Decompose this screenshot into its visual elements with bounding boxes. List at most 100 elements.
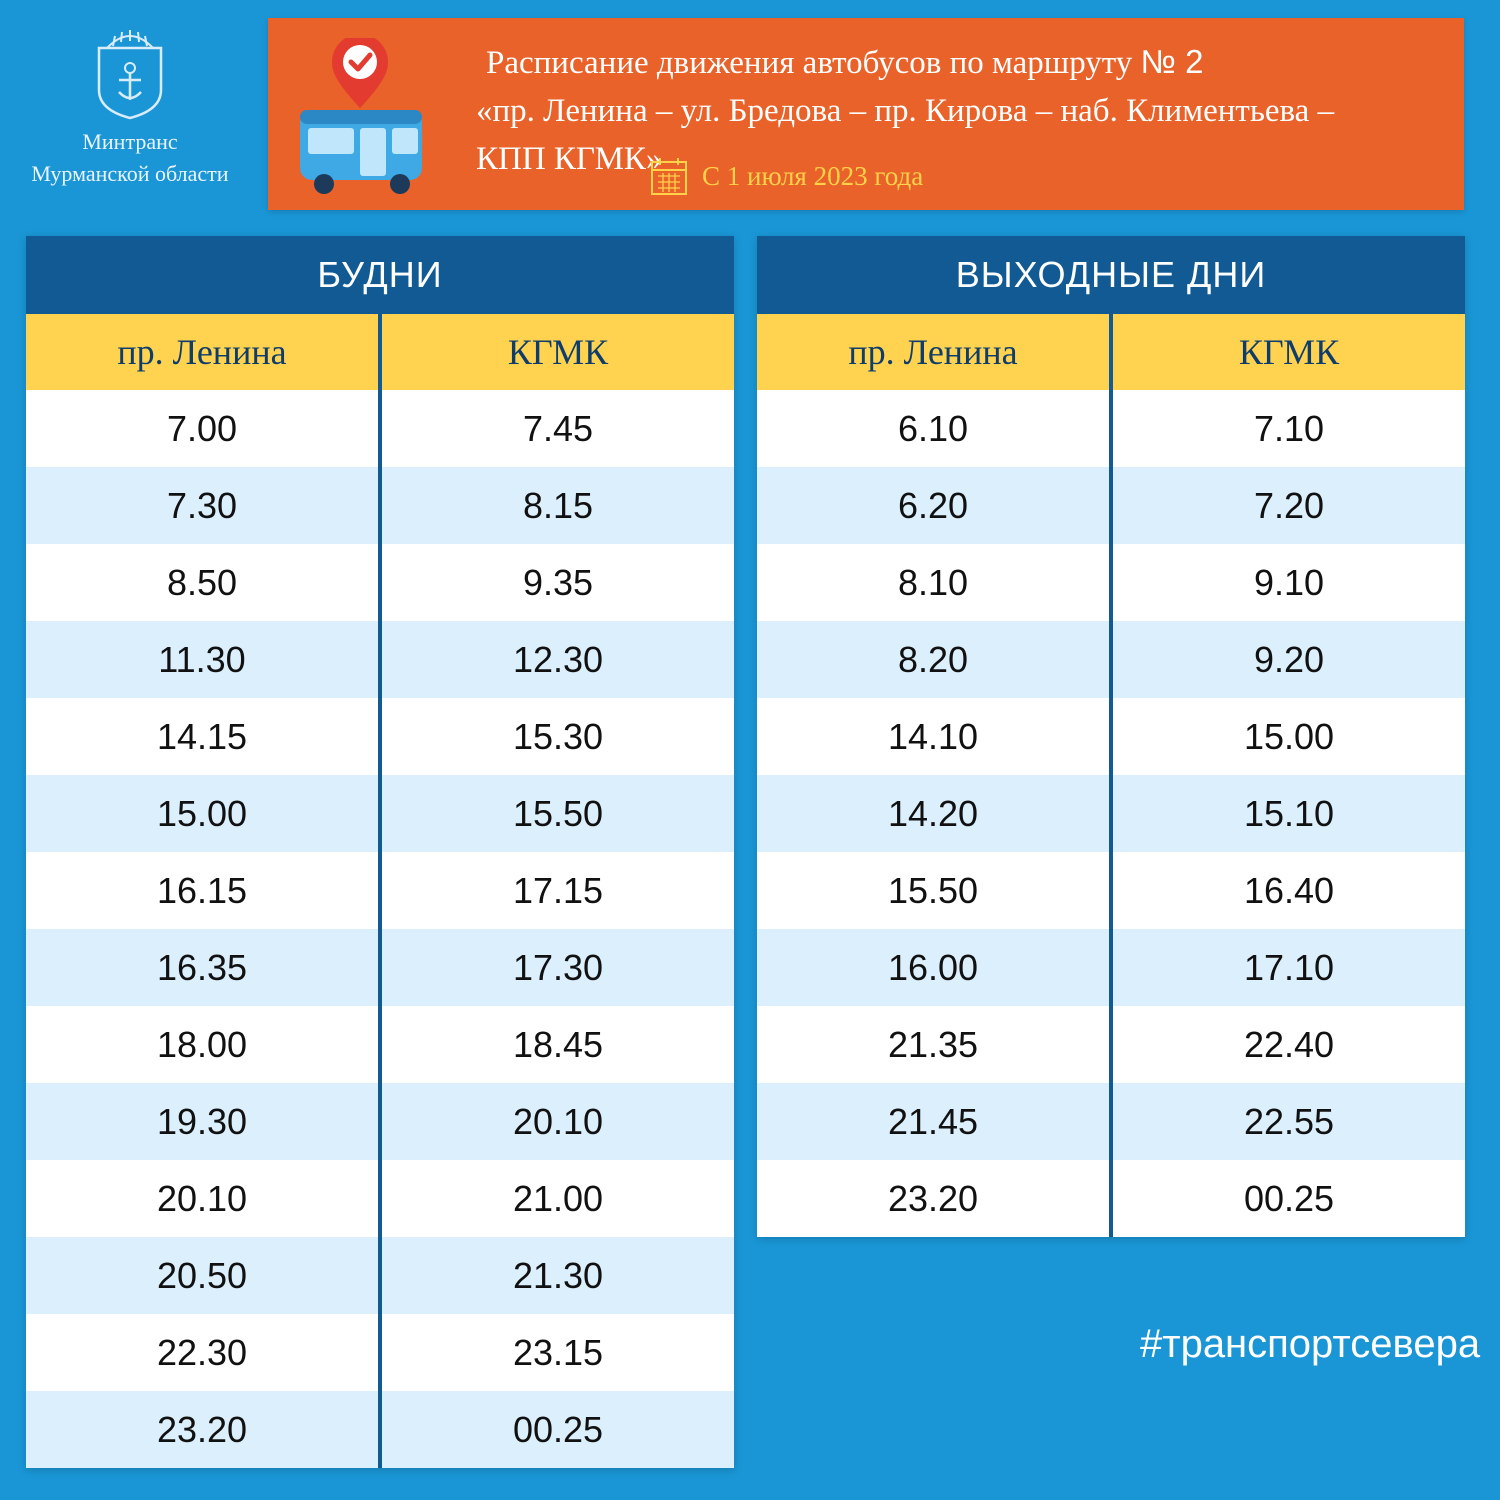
weekend-schedule-table: ВЫХОДНЫЕ ДНИ пр. Ленина КГМК 6.10 7.10 6.2… <box>757 236 1465 1237</box>
crest-icon <box>97 30 163 120</box>
table-row: 8.10 9.10 <box>757 544 1465 621</box>
weekend-title: ВЫХОДНЫЕ ДНИ <box>757 236 1465 314</box>
table-row: 18.00 18.45 <box>26 1006 734 1083</box>
departure-kgmk-cell: 16.40 <box>1109 852 1465 929</box>
departure-lenina-cell: 8.50 <box>166 562 238 603</box>
weekend-rows: 6.10 7.10 6.20 7.20 8.10 9.10 8.20 9.20 14.10 15.… <box>757 390 1465 1237</box>
departure-lenina-cell: 20.10 <box>156 1178 248 1219</box>
departure-lenina-cell: 7.30 <box>166 485 238 526</box>
departure-lenina-cell: 14.10 <box>887 716 979 757</box>
table-row: 23.20 00.25 <box>757 1160 1465 1237</box>
table-row: 7.30 8.15 <box>26 467 734 544</box>
column-header-kgmk: КГМК <box>1109 314 1465 390</box>
calendar-icon <box>651 158 687 195</box>
departure-lenina-cell: 6.10 <box>897 408 969 449</box>
departure-kgmk-cell: 12.30 <box>378 621 734 698</box>
table-row: 16.15 17.15 <box>26 852 734 929</box>
table-row: 15.00 15.50 <box>26 775 734 852</box>
departure-lenina-cell: 23.20 <box>156 1409 248 1450</box>
table-row: 14.15 15.30 <box>26 698 734 775</box>
weekday-column-headers: пр. Ленина КГМК <box>26 314 734 390</box>
departure-kgmk-cell: 23.15 <box>378 1314 734 1391</box>
table-row: 21.45 22.55 <box>757 1083 1465 1160</box>
departure-lenina-cell: 15.50 <box>887 870 979 911</box>
departure-lenina-cell: 11.30 <box>158 639 246 680</box>
departure-lenina-cell: 23.20 <box>887 1178 979 1219</box>
hashtag: #транспортсевера <box>1140 1322 1481 1366</box>
departure-lenina-cell: 22.30 <box>156 1332 248 1373</box>
table-row: 16.35 17.30 <box>26 929 734 1006</box>
departure-kgmk-cell: 8.15 <box>378 467 734 544</box>
title-line-1: Расписание движения автобусов по маршрут… <box>476 38 1436 87</box>
departure-lenina-cell: 6.20 <box>897 485 969 526</box>
departure-kgmk-cell: 15.10 <box>1109 775 1465 852</box>
title-line-2: «пр. Ленина – ул. Бредова – пр. Кирова –… <box>476 93 1335 129</box>
table-row: 22.30 23.15 <box>26 1314 734 1391</box>
departure-kgmk-cell: 21.00 <box>378 1160 734 1237</box>
table-row: 6.10 7.10 <box>757 390 1465 467</box>
table-row: 11.30 12.30 <box>26 621 734 698</box>
departure-lenina-cell: 14.15 <box>156 716 248 757</box>
departure-kgmk-cell: 17.15 <box>378 852 734 929</box>
departure-lenina-cell: 15.00 <box>156 793 248 834</box>
departure-kgmk-cell: 7.45 <box>378 390 734 467</box>
departure-lenina-cell: 16.00 <box>887 947 979 988</box>
column-header-kgmk: КГМК <box>378 314 734 390</box>
departure-kgmk-cell: 21.30 <box>378 1237 734 1314</box>
departure-kgmk-cell: 15.50 <box>378 775 734 852</box>
departure-kgmk-cell: 15.30 <box>378 698 734 775</box>
table-row: 14.10 15.00 <box>757 698 1465 775</box>
table-row: 21.35 22.40 <box>757 1006 1465 1083</box>
table-row: 20.50 21.30 <box>26 1237 734 1314</box>
departure-lenina-cell: 7.00 <box>166 408 238 449</box>
weekday-schedule-table: БУДНИ пр. Ленина КГМК 7.00 7.45 7.30 8.15 8.… <box>26 236 734 1468</box>
weekend-column-headers: пр. Ленина КГМК <box>757 314 1465 390</box>
departure-kgmk-cell: 20.10 <box>378 1083 734 1160</box>
departure-lenina-cell: 21.35 <box>887 1024 979 1065</box>
table-row: 19.30 20.10 <box>26 1083 734 1160</box>
title-text: Расписание движения автобусов по маршрут… <box>486 45 1133 81</box>
logo-text-line1: Минтранс <box>82 129 178 154</box>
ministry-logo: Минтранс Мурманской области <box>30 28 230 190</box>
weekday-rows: 7.00 7.45 7.30 8.15 8.50 9.35 11.30 12.30 14.15 1… <box>26 390 734 1468</box>
departure-kgmk-cell: 7.10 <box>1109 390 1465 467</box>
table-row: 20.10 21.00 <box>26 1160 734 1237</box>
table-row: 7.00 7.45 <box>26 390 734 467</box>
table-row: 6.20 7.20 <box>757 467 1465 544</box>
departure-kgmk-cell: 9.35 <box>378 544 734 621</box>
departure-lenina-cell: 8.10 <box>897 562 969 603</box>
departure-lenina-cell: 14.20 <box>887 793 979 834</box>
departure-lenina-cell: 16.35 <box>156 947 248 988</box>
route-number: № 2 <box>1140 43 1204 80</box>
departure-lenina-cell: 20.50 <box>156 1255 248 1296</box>
departure-lenina-cell: 19.30 <box>156 1101 248 1142</box>
title-line-3: КПП КГМК» <box>476 141 663 177</box>
departure-lenina-cell: 16.15 <box>156 870 248 911</box>
departure-kgmk-cell: 9.20 <box>1109 621 1465 698</box>
departure-lenina-cell: 18.00 <box>156 1024 248 1065</box>
header-banner: Расписание движения автобусов по маршрут… <box>268 18 1464 210</box>
departure-kgmk-cell: 22.55 <box>1109 1083 1465 1160</box>
departure-kgmk-cell: 17.30 <box>378 929 734 1006</box>
date-text: С 1 июля 2023 года <box>702 160 924 191</box>
table-row: 8.50 9.35 <box>26 544 734 621</box>
departure-lenina-cell: 8.20 <box>897 639 969 680</box>
departure-kgmk-cell: 00.25 <box>1109 1160 1465 1237</box>
departure-lenina-cell: 21.45 <box>887 1101 979 1142</box>
table-row: 14.20 15.10 <box>757 775 1465 852</box>
column-header-lenina: пр. Ленина <box>117 332 287 372</box>
departure-kgmk-cell: 9.10 <box>1109 544 1465 621</box>
weekday-title: БУДНИ <box>26 236 734 314</box>
departure-kgmk-cell: 18.45 <box>378 1006 734 1083</box>
table-row: 16.00 17.10 <box>757 929 1465 1006</box>
effective-date: С 1 июля 2023 года <box>650 156 923 196</box>
bus-location-icon <box>300 38 422 194</box>
table-row: 23.20 00.25 <box>26 1391 734 1468</box>
departure-kgmk-cell: 7.20 <box>1109 467 1465 544</box>
logo-text-line2: Мурманской области <box>31 161 229 186</box>
departure-kgmk-cell: 15.00 <box>1109 698 1465 775</box>
table-row: 15.50 16.40 <box>757 852 1465 929</box>
departure-kgmk-cell: 17.10 <box>1109 929 1465 1006</box>
departure-kgmk-cell: 00.25 <box>378 1391 734 1468</box>
column-header-lenina: пр. Ленина <box>848 332 1018 372</box>
